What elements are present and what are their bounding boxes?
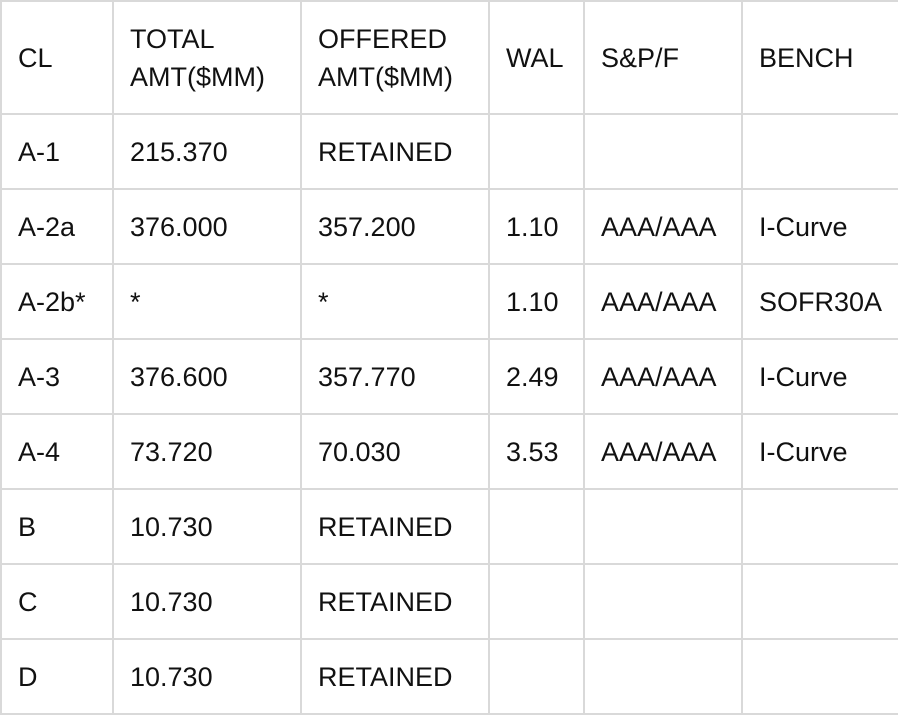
cell-total-amt: 10.730 [112, 563, 302, 640]
cell-offered-amt: RETAINED [300, 563, 490, 640]
cell-rating: AAA/AAA [583, 413, 743, 490]
cell-offered-amt: RETAINED [300, 488, 490, 565]
header-row: CL TOTAL AMT($MM) OFFERED AMT($MM) WAL S… [0, 0, 898, 115]
header-total-amt-line1: TOTAL [130, 23, 215, 54]
cell-wal [488, 113, 585, 190]
table-row: A-2b* * * 1.10 AAA/AAA SOFR30A [0, 263, 898, 340]
cell-rating: AAA/AAA [583, 338, 743, 415]
cell-rating [583, 563, 743, 640]
cell-bench [741, 563, 898, 640]
header-cl: CL [0, 0, 114, 115]
table-row: A-4 73.720 70.030 3.53 AAA/AAA I-Curve [0, 413, 898, 490]
cell-wal: 1.10 [488, 188, 585, 265]
cell-class: C [0, 563, 114, 640]
cell-wal: 2.49 [488, 338, 585, 415]
cell-bench [741, 638, 898, 715]
cell-class: A-1 [0, 113, 114, 190]
header-bench: BENCH [741, 0, 898, 115]
header-offered-amt: OFFERED AMT($MM) [300, 0, 490, 115]
cell-bench [741, 113, 898, 190]
cell-total-amt: 215.370 [112, 113, 302, 190]
cell-bench: I-Curve [741, 338, 898, 415]
cell-rating [583, 113, 743, 190]
cell-bench: SOFR30A [741, 263, 898, 340]
cell-total-amt: 10.730 [112, 488, 302, 565]
cell-wal: 3.53 [488, 413, 585, 490]
header-offered-amt-line1: OFFERED [318, 23, 448, 54]
cell-offered-amt: RETAINED [300, 638, 490, 715]
cell-bench: I-Curve [741, 413, 898, 490]
cell-offered-amt: RETAINED [300, 113, 490, 190]
cell-offered-amt: * [300, 263, 490, 340]
table-row: B 10.730 RETAINED [0, 488, 898, 565]
cell-total-amt: 376.000 [112, 188, 302, 265]
cell-wal [488, 638, 585, 715]
cell-bench [741, 488, 898, 565]
cell-class: A-2a [0, 188, 114, 265]
cell-rating [583, 488, 743, 565]
cell-total-amt: * [112, 263, 302, 340]
table-row: D 10.730 RETAINED [0, 638, 898, 715]
cell-offered-amt: 357.770 [300, 338, 490, 415]
cell-class: D [0, 638, 114, 715]
cell-offered-amt: 357.200 [300, 188, 490, 265]
cell-class: A-2b* [0, 263, 114, 340]
cell-rating: AAA/AAA [583, 263, 743, 340]
cell-class: A-4 [0, 413, 114, 490]
header-total-amt: TOTAL AMT($MM) [112, 0, 302, 115]
table-row: A-2a 376.000 357.200 1.10 AAA/AAA I-Curv… [0, 188, 898, 265]
header-sp-f: S&P/F [583, 0, 743, 115]
header-offered-amt-line2: AMT($MM) [318, 61, 453, 92]
cell-wal [488, 488, 585, 565]
header-wal: WAL [488, 0, 585, 115]
cell-total-amt: 73.720 [112, 413, 302, 490]
cell-total-amt: 376.600 [112, 338, 302, 415]
cell-bench: I-Curve [741, 188, 898, 265]
table-row: A-3 376.600 357.770 2.49 AAA/AAA I-Curve [0, 338, 898, 415]
table-row: A-1 215.370 RETAINED [0, 113, 898, 190]
cell-rating [583, 638, 743, 715]
cell-class: B [0, 488, 114, 565]
cell-rating: AAA/AAA [583, 188, 743, 265]
cell-total-amt: 10.730 [112, 638, 302, 715]
table-row: C 10.730 RETAINED [0, 563, 898, 640]
cell-wal [488, 563, 585, 640]
header-total-amt-line2: AMT($MM) [130, 61, 265, 92]
cell-offered-amt: 70.030 [300, 413, 490, 490]
cell-wal: 1.10 [488, 263, 585, 340]
cell-class: A-3 [0, 338, 114, 415]
